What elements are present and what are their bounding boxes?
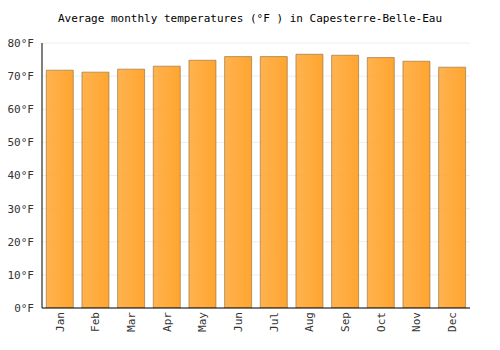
svg-text:Oct: Oct — [375, 312, 388, 332]
svg-text:20°F: 20°F — [8, 236, 34, 249]
svg-text:May: May — [196, 312, 209, 332]
svg-text:Mar: Mar — [125, 312, 138, 332]
svg-text:70°F: 70°F — [8, 70, 34, 83]
svg-text:10°F: 10°F — [8, 269, 34, 282]
svg-text:Sep: Sep — [339, 312, 352, 332]
svg-text:Aug: Aug — [303, 312, 316, 332]
svg-text:80°F: 80°F — [8, 37, 34, 50]
svg-text:50°F: 50°F — [8, 136, 34, 149]
svg-text:Feb: Feb — [89, 312, 102, 332]
svg-text:Jun: Jun — [232, 312, 245, 332]
html-text:Average monthly temperatures (: Average monthly temperatures (°F ) in Ca… — [57, 12, 442, 25]
svg-text:30°F: 30°F — [8, 203, 34, 216]
svg-text:Nov: Nov — [410, 312, 423, 332]
svg-text:Dec: Dec — [446, 312, 459, 332]
svg-text:0°F: 0°F — [14, 302, 34, 315]
svg-text:40°F: 40°F — [8, 169, 34, 182]
svg-text:Jan: Jan — [54, 312, 67, 332]
svg-text:Apr: Apr — [161, 312, 174, 332]
svg-text:60°F: 60°F — [8, 103, 34, 116]
svg-text:Jul: Jul — [268, 312, 281, 332]
